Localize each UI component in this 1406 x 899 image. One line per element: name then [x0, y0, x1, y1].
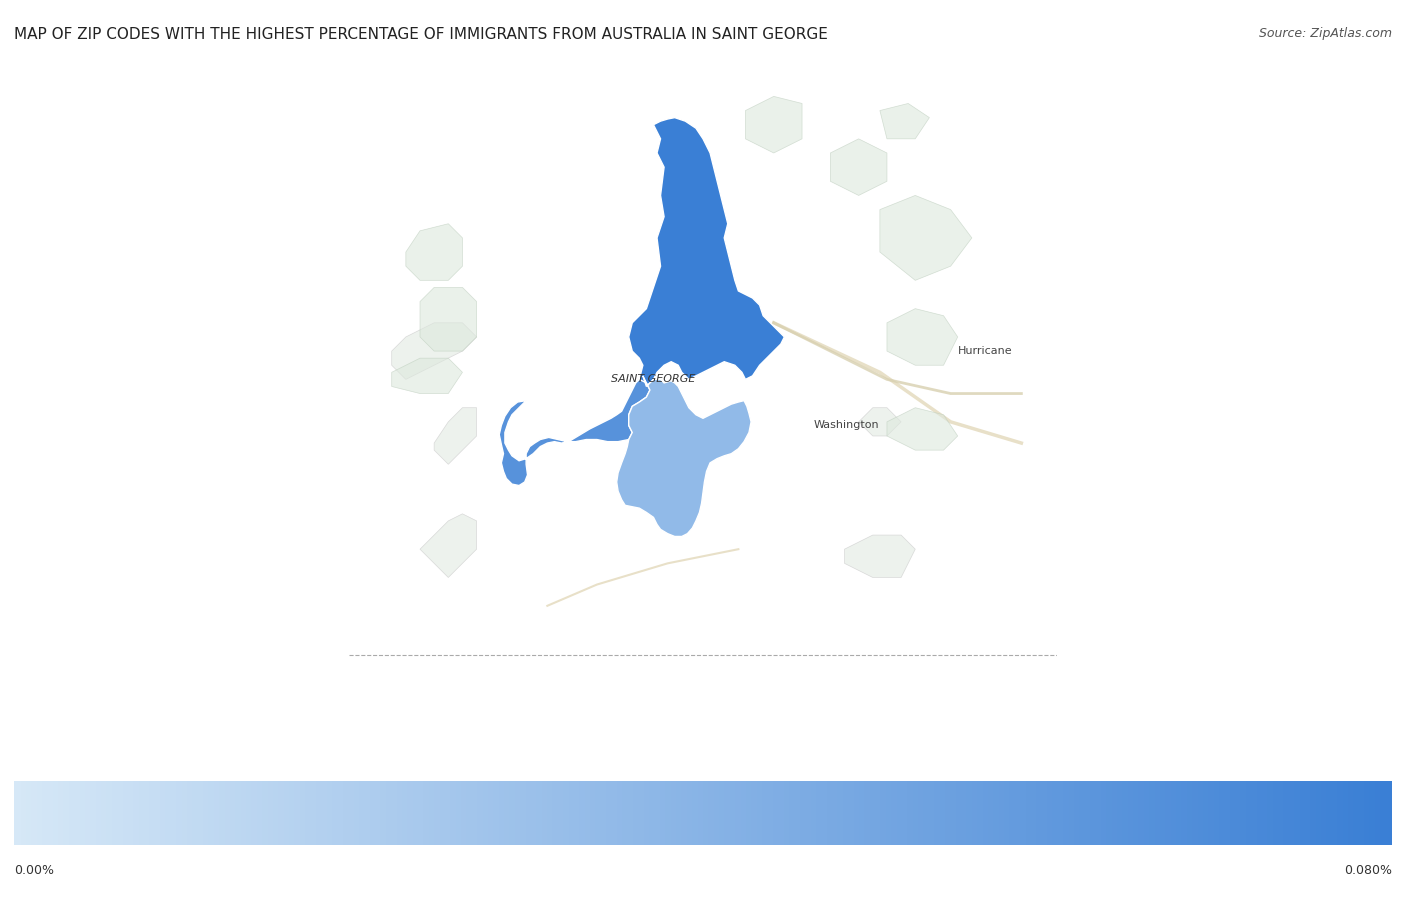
Polygon shape	[745, 96, 801, 153]
Text: Source: ZipAtlas.com: Source: ZipAtlas.com	[1258, 27, 1392, 40]
Text: 0.080%: 0.080%	[1344, 864, 1392, 877]
Polygon shape	[392, 358, 463, 394]
Polygon shape	[887, 308, 957, 365]
Polygon shape	[859, 407, 901, 436]
Polygon shape	[880, 103, 929, 138]
Text: MAP OF ZIP CODES WITH THE HIGHEST PERCENTAGE OF IMMIGRANTS FROM AUSTRALIA IN SAI: MAP OF ZIP CODES WITH THE HIGHEST PERCEN…	[14, 27, 828, 42]
Polygon shape	[392, 323, 477, 379]
Text: Hurricane: Hurricane	[957, 346, 1012, 356]
Polygon shape	[420, 288, 477, 352]
Polygon shape	[406, 224, 463, 280]
Polygon shape	[880, 195, 972, 280]
Polygon shape	[628, 118, 785, 387]
Polygon shape	[617, 376, 751, 537]
Polygon shape	[434, 407, 477, 464]
Text: 0.00%: 0.00%	[14, 864, 53, 877]
Polygon shape	[420, 514, 477, 577]
Text: SAINT GEORGE: SAINT GEORGE	[612, 374, 696, 385]
Polygon shape	[831, 138, 887, 195]
Polygon shape	[499, 379, 650, 485]
Polygon shape	[887, 407, 957, 450]
Text: Washington: Washington	[813, 421, 879, 431]
Polygon shape	[845, 535, 915, 577]
